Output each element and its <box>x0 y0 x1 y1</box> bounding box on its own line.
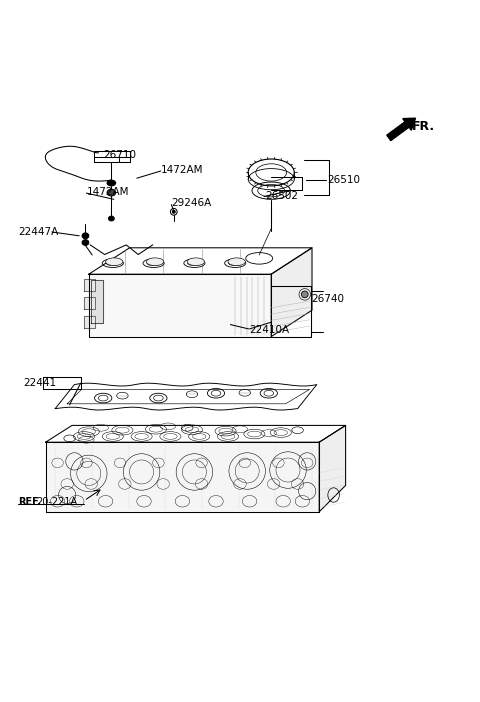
Polygon shape <box>91 280 103 323</box>
Ellipse shape <box>82 233 89 239</box>
Text: FR.: FR. <box>412 120 435 133</box>
Ellipse shape <box>82 239 89 246</box>
Ellipse shape <box>107 180 116 186</box>
Polygon shape <box>55 383 317 410</box>
Text: 29246A: 29246A <box>171 198 212 208</box>
Polygon shape <box>271 248 312 336</box>
Text: 26740: 26740 <box>311 294 344 304</box>
Text: 26502: 26502 <box>265 192 299 201</box>
Polygon shape <box>84 297 95 309</box>
Text: 22410A: 22410A <box>250 325 290 336</box>
Text: 20-221A: 20-221A <box>36 497 77 508</box>
Polygon shape <box>46 425 346 442</box>
Text: 26510: 26510 <box>327 175 360 185</box>
Ellipse shape <box>187 258 204 265</box>
Text: 1472AM: 1472AM <box>86 187 129 197</box>
Text: REF.: REF. <box>18 497 41 508</box>
Polygon shape <box>84 279 95 291</box>
Polygon shape <box>89 248 312 274</box>
Ellipse shape <box>106 258 123 265</box>
Polygon shape <box>89 274 271 336</box>
Ellipse shape <box>108 216 114 221</box>
Polygon shape <box>84 317 95 328</box>
Ellipse shape <box>172 211 175 213</box>
Text: 26710: 26710 <box>103 150 136 160</box>
Text: 22441: 22441 <box>23 378 56 388</box>
FancyArrow shape <box>387 118 416 140</box>
Ellipse shape <box>107 190 116 196</box>
Polygon shape <box>319 425 346 512</box>
Ellipse shape <box>228 258 245 265</box>
Text: 1472AM: 1472AM <box>161 164 204 175</box>
Text: 22447A: 22447A <box>18 227 59 237</box>
Ellipse shape <box>301 291 308 298</box>
Ellipse shape <box>146 258 164 265</box>
Polygon shape <box>46 442 319 512</box>
